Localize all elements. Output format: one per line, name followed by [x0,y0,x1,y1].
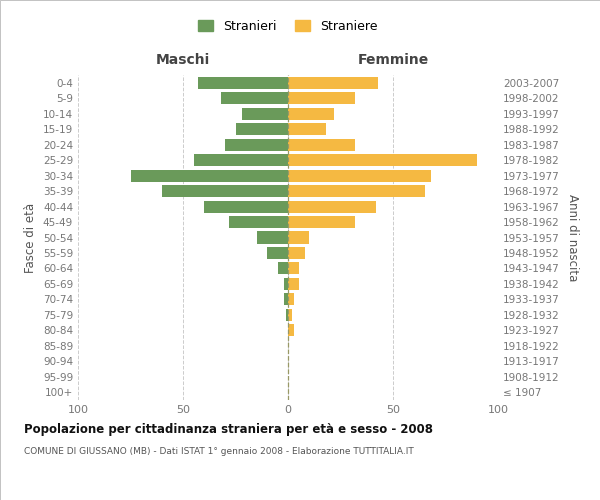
Bar [288,247,305,259]
Bar [242,108,288,120]
Bar [288,278,299,290]
Bar [288,324,295,336]
Bar [162,185,288,197]
Legend: Stranieri, Straniere: Stranieri, Straniere [194,16,382,36]
Bar [204,200,288,212]
Bar [229,216,288,228]
Bar [130,170,288,181]
Text: Maschi: Maschi [156,54,210,68]
Bar [288,108,334,120]
Bar [221,92,288,104]
Text: Popolazione per cittadinanza straniera per età e sesso - 2008: Popolazione per cittadinanza straniera p… [24,422,433,436]
Bar [288,294,295,306]
Bar [198,76,288,89]
Bar [288,76,379,89]
Bar [284,294,288,306]
Bar [286,309,288,321]
Text: COMUNE DI GIUSSANO (MB) - Dati ISTAT 1° gennaio 2008 - Elaborazione TUTTITALIA.I: COMUNE DI GIUSSANO (MB) - Dati ISTAT 1° … [24,448,414,456]
Y-axis label: Fasce di età: Fasce di età [25,202,37,272]
Bar [288,170,431,181]
Bar [284,278,288,290]
Bar [288,262,299,274]
Bar [288,154,477,166]
Bar [257,232,288,243]
Bar [235,123,288,135]
Bar [288,309,292,321]
Bar [225,138,288,150]
Y-axis label: Anni di nascita: Anni di nascita [566,194,579,281]
Bar [288,232,309,243]
Bar [288,185,425,197]
Bar [267,247,288,259]
Bar [288,92,355,104]
Bar [288,138,355,150]
Bar [277,262,288,274]
Bar [193,154,288,166]
Bar [288,123,326,135]
Bar [288,200,376,212]
Text: Femmine: Femmine [358,54,428,68]
Bar [288,216,355,228]
